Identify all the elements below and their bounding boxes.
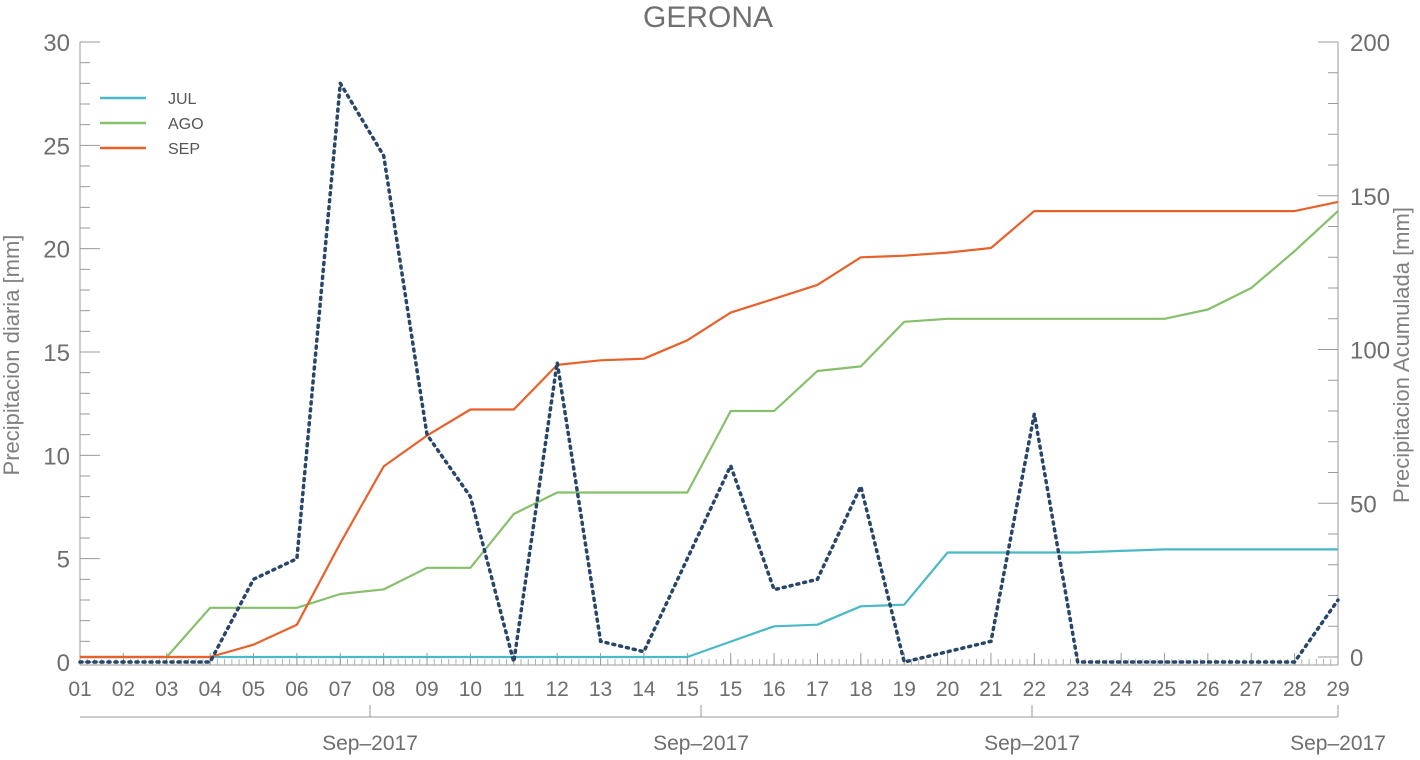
x-tick-label: 20 xyxy=(936,678,959,701)
x-tick-label: 19 xyxy=(893,678,916,701)
y-left-tick-label: 5 xyxy=(57,547,70,574)
x-tick-label: 25 xyxy=(1153,678,1176,701)
x-tick-label: 05 xyxy=(242,678,265,701)
y-left-tick-label: 20 xyxy=(43,237,70,264)
y-right-tick-label: 100 xyxy=(1350,338,1390,365)
y-left-tick-label: 15 xyxy=(43,340,70,367)
x-tick-label: 14 xyxy=(632,678,656,701)
x-tick-label: 16 xyxy=(762,678,785,701)
y-right-tick-label: 50 xyxy=(1350,491,1377,518)
x-tick-label: 09 xyxy=(415,678,438,701)
x-tick-label: 28 xyxy=(1283,678,1306,701)
y-right-tick-label: 200 xyxy=(1350,30,1390,57)
x-tick-label: 13 xyxy=(589,678,612,701)
x-tick-label: 02 xyxy=(112,678,135,701)
x-tick-label: 08 xyxy=(372,678,395,701)
y-left-tick-label: 0 xyxy=(57,650,70,677)
x-tick-label: 17 xyxy=(806,678,829,701)
x-tick-label: 22 xyxy=(1023,678,1046,701)
x-tick-label: 15 xyxy=(676,678,699,701)
series-line-jul xyxy=(80,548,1338,659)
legend-label-sep: SEP xyxy=(168,141,200,158)
month-label: Sep–2017 xyxy=(984,732,1080,755)
y-left-tick-label: 30 xyxy=(43,30,70,57)
x-tick-label: 12 xyxy=(545,678,568,701)
chart-title: GERONA xyxy=(643,1,773,34)
daily-precip-dotted-line xyxy=(78,77,1340,665)
x-tick-label: 11 xyxy=(503,678,525,701)
x-tick-label: 03 xyxy=(155,678,178,701)
series-line-sep xyxy=(80,200,1339,659)
x-tick-label: 18 xyxy=(849,678,872,701)
x-tick-label: 06 xyxy=(285,678,308,701)
y-axis-left-label: Precipitacion diaria [mm] xyxy=(0,235,24,476)
legend-label-ago: AGO xyxy=(168,116,204,133)
x-tick-label: 07 xyxy=(329,678,352,701)
x-tick-label: 01 xyxy=(68,678,91,701)
x-tick-label: 04 xyxy=(198,678,222,701)
month-label: Sep–2017 xyxy=(653,732,749,755)
x-tick-label: 15 xyxy=(719,678,742,701)
x-tick-label: 27 xyxy=(1240,678,1263,701)
x-tick-label: 24 xyxy=(1109,678,1133,701)
y-right-tick-label: 0 xyxy=(1350,645,1363,672)
x-tick-label: 23 xyxy=(1066,678,1089,701)
x-tick-label: 21 xyxy=(979,678,1002,701)
month-label: Sep–2017 xyxy=(322,732,418,755)
y-right-tick-label: 150 xyxy=(1350,184,1390,211)
x-tick-label: 29 xyxy=(1326,678,1349,701)
y-left-tick-label: 10 xyxy=(43,443,70,470)
month-label: Sep–2017 xyxy=(1290,732,1386,755)
y-left-tick-label: 25 xyxy=(43,133,70,160)
series-line-ago xyxy=(80,210,1339,659)
y-axis-right-label: Precipitacion Acumulada [mm] xyxy=(1389,207,1414,503)
legend-label-jul: JUL xyxy=(168,91,197,108)
x-tick-label: 26 xyxy=(1196,678,1219,701)
x-tick-label: 10 xyxy=(459,678,482,701)
